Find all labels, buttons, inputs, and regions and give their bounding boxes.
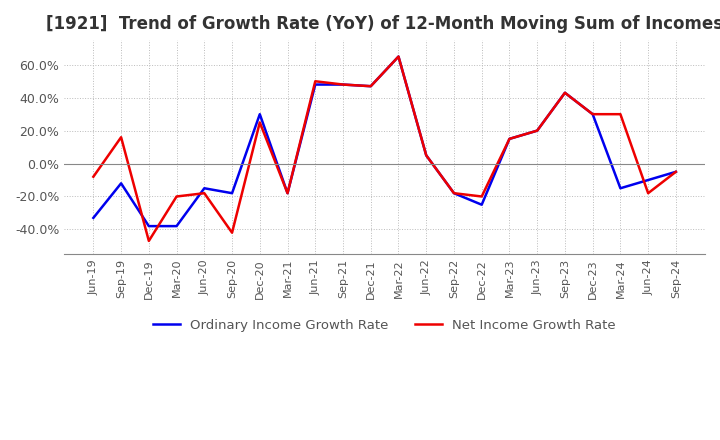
Ordinary Income Growth Rate (394, 54, 402, 59)
Net Income Growth Rate (256, 120, 264, 125)
Net Income Growth Rate (450, 191, 459, 196)
Title: [1921]  Trend of Growth Rate (YoY) of 12-Month Moving Sum of Incomes: [1921] Trend of Growth Rate (YoY) of 12-… (46, 15, 720, 33)
Ordinary Income Growth Rate (117, 181, 125, 186)
Net Income Growth Rate (366, 84, 375, 89)
Ordinary Income Growth Rate (366, 84, 375, 89)
Ordinary Income Growth Rate (588, 112, 597, 117)
Net Income Growth Rate (117, 135, 125, 140)
Net Income Growth Rate (394, 54, 402, 59)
Ordinary Income Growth Rate (256, 112, 264, 117)
Legend: Ordinary Income Growth Rate, Net Income Growth Rate: Ordinary Income Growth Rate, Net Income … (148, 314, 621, 337)
Net Income Growth Rate (338, 82, 347, 87)
Ordinary Income Growth Rate (561, 90, 570, 95)
Net Income Growth Rate (200, 191, 209, 196)
Ordinary Income Growth Rate (533, 128, 541, 133)
Net Income Growth Rate (505, 136, 514, 142)
Ordinary Income Growth Rate (450, 191, 459, 196)
Net Income Growth Rate (561, 90, 570, 95)
Ordinary Income Growth Rate (505, 136, 514, 142)
Ordinary Income Growth Rate (311, 82, 320, 87)
Line: Net Income Growth Rate: Net Income Growth Rate (94, 57, 676, 241)
Net Income Growth Rate (644, 191, 652, 196)
Ordinary Income Growth Rate (644, 177, 652, 183)
Net Income Growth Rate (672, 169, 680, 174)
Net Income Growth Rate (311, 79, 320, 84)
Net Income Growth Rate (533, 128, 541, 133)
Ordinary Income Growth Rate (672, 169, 680, 174)
Ordinary Income Growth Rate (145, 224, 153, 229)
Net Income Growth Rate (228, 230, 236, 235)
Net Income Growth Rate (616, 112, 625, 117)
Ordinary Income Growth Rate (283, 191, 292, 196)
Ordinary Income Growth Rate (172, 224, 181, 229)
Ordinary Income Growth Rate (89, 215, 98, 220)
Ordinary Income Growth Rate (228, 191, 236, 196)
Ordinary Income Growth Rate (616, 186, 625, 191)
Ordinary Income Growth Rate (200, 186, 209, 191)
Ordinary Income Growth Rate (422, 153, 431, 158)
Net Income Growth Rate (89, 174, 98, 180)
Net Income Growth Rate (477, 194, 486, 199)
Line: Ordinary Income Growth Rate: Ordinary Income Growth Rate (94, 57, 676, 226)
Net Income Growth Rate (172, 194, 181, 199)
Net Income Growth Rate (422, 153, 431, 158)
Ordinary Income Growth Rate (338, 82, 347, 87)
Ordinary Income Growth Rate (477, 202, 486, 207)
Net Income Growth Rate (588, 112, 597, 117)
Net Income Growth Rate (283, 191, 292, 196)
Net Income Growth Rate (145, 238, 153, 244)
